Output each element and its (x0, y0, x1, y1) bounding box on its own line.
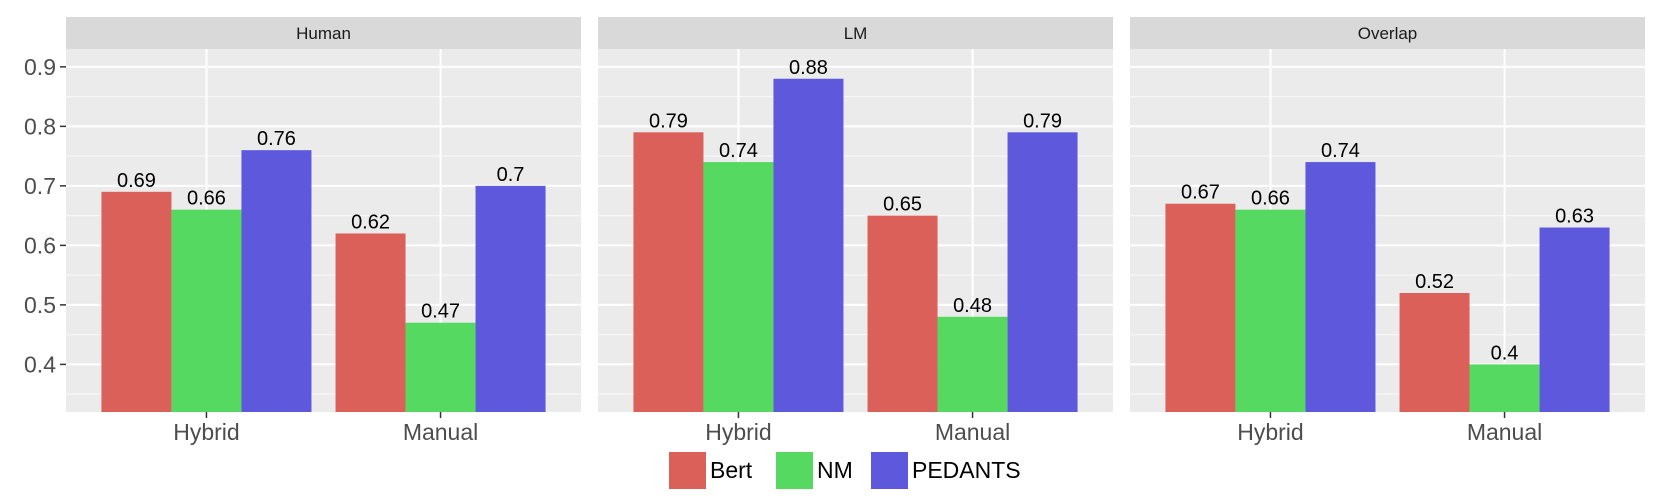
legend-label-bert: Bert (710, 457, 753, 483)
bar-human-manual-nm (405, 322, 476, 412)
data-label: 0.67 (1181, 182, 1220, 204)
data-label: 0.7 (497, 164, 525, 186)
x-tick-label: Manual (1467, 419, 1542, 445)
data-label: 0.88 (789, 57, 828, 79)
y-tick-label: 0.6 (24, 232, 56, 258)
bar-overlap-manual-pedants (1539, 227, 1610, 412)
bar-human-hybrid-bert (101, 191, 172, 412)
bar-overlap-hybrid-nm (1235, 209, 1306, 412)
y-tick-label: 0.4 (24, 351, 56, 377)
bar-lm-manual-bert (867, 215, 938, 412)
data-label: 0.76 (257, 128, 296, 150)
data-label: 0.62 (351, 211, 390, 233)
bar-lm-hybrid-nm (703, 162, 774, 412)
data-label: 0.74 (1321, 140, 1360, 162)
y-tick-label: 0.5 (24, 292, 56, 318)
data-label: 0.52 (1415, 271, 1454, 293)
data-label: 0.74 (719, 140, 758, 162)
data-label: 0.48 (953, 295, 992, 317)
legend-key-nm (776, 452, 813, 489)
facet-strip-human (66, 17, 581, 49)
data-label: 0.66 (1251, 188, 1290, 210)
bar-human-hybrid-nm (171, 209, 242, 412)
data-label: 0.4 (1491, 342, 1519, 364)
y-tick-label: 0.8 (24, 113, 56, 139)
x-tick-label: Hybrid (705, 419, 771, 445)
facet-title-lm: LM (844, 24, 868, 43)
y-tick-label: 0.9 (24, 54, 56, 80)
data-label: 0.69 (117, 170, 156, 192)
x-tick-label: Manual (935, 419, 1010, 445)
legend-label-pedants: PEDANTS (912, 457, 1021, 483)
facet-strip-overlap (1130, 17, 1645, 49)
data-label: 0.63 (1555, 206, 1594, 228)
facet-title-overlap: Overlap (1358, 24, 1418, 43)
facet-strip-lm (598, 17, 1113, 49)
x-tick-label: Hybrid (1237, 419, 1303, 445)
bar-lm-hybrid-pedants (773, 78, 844, 413)
data-label: 0.79 (1023, 110, 1062, 132)
bar-overlap-manual-nm (1469, 364, 1540, 412)
legend-label-nm: NM (817, 457, 853, 483)
data-label: 0.66 (187, 188, 226, 210)
bar-lm-manual-pedants (1007, 132, 1078, 413)
data-label: 0.65 (883, 194, 922, 216)
legend-key-bert (669, 452, 706, 489)
bar-human-manual-bert (335, 233, 406, 412)
data-label: 0.47 (421, 301, 460, 323)
y-tick-label: 0.7 (24, 173, 56, 199)
bar-overlap-manual-bert (1399, 292, 1470, 412)
bar-human-manual-pedants (475, 185, 546, 412)
data-label: 0.79 (649, 110, 688, 132)
legend-key-pedants (871, 452, 908, 489)
x-tick-label: Hybrid (173, 419, 239, 445)
facet-title-human: Human (296, 24, 351, 43)
bar-overlap-hybrid-bert (1165, 203, 1236, 412)
bar-overlap-hybrid-pedants (1305, 162, 1376, 412)
bar-lm-hybrid-bert (633, 132, 704, 413)
x-tick-label: Manual (403, 419, 478, 445)
bar-lm-manual-nm (937, 316, 1008, 412)
bar-human-hybrid-pedants (241, 150, 312, 412)
